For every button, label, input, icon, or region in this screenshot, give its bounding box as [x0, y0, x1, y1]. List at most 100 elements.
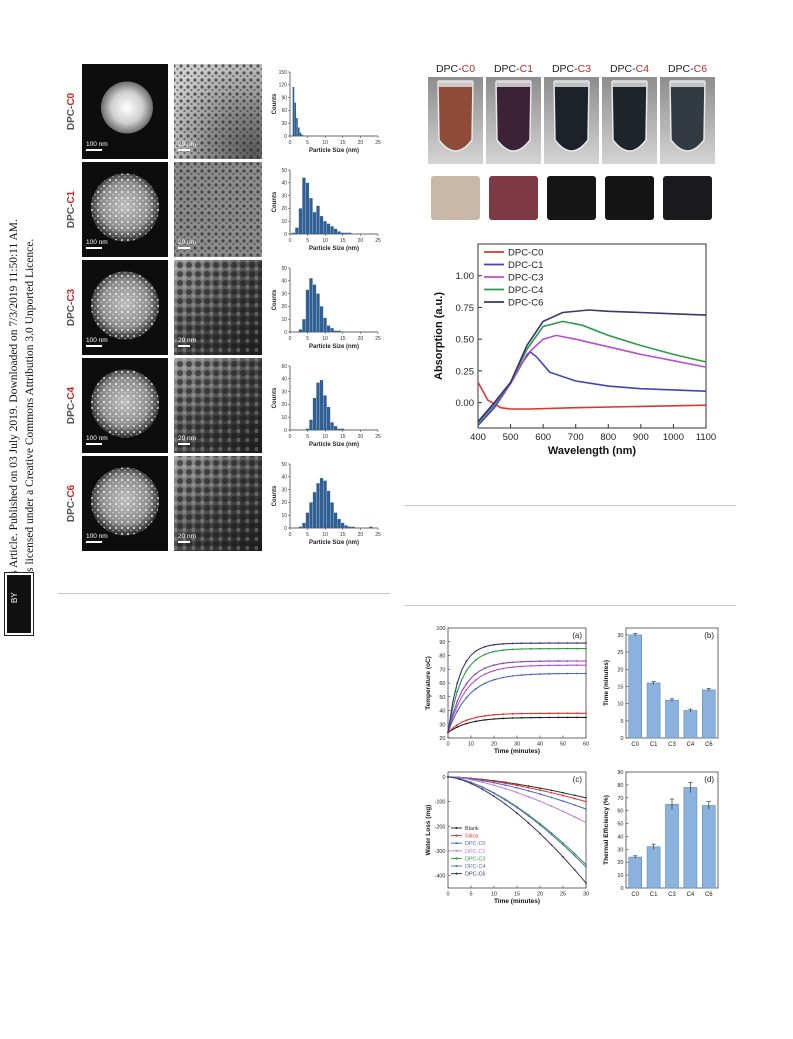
x-tick-label: 600 — [535, 432, 551, 443]
data-point — [585, 660, 587, 662]
data-point — [483, 714, 486, 717]
data-point — [550, 789, 553, 792]
histogram-bar — [309, 419, 313, 430]
legend-label: Silica — [465, 834, 479, 840]
scale-bar-label: 20 nm — [178, 337, 196, 344]
data-point — [573, 794, 576, 797]
legend-marker — [455, 864, 458, 868]
legend-label: DPC-C4 — [508, 285, 543, 296]
y-tick-label: 60 — [439, 681, 445, 687]
sample-label-prefix: DPC- — [66, 302, 77, 326]
scale-bar-label: 100 nm — [86, 141, 108, 148]
data-point — [520, 648, 523, 650]
data-point — [548, 712, 551, 715]
data-point — [483, 645, 486, 648]
y-tick-label: 20 — [617, 667, 623, 673]
histogram-c6: 0 10 20 30 40 50 0 5 10 15 20 25 Particle Size (nm) C… — [272, 462, 381, 546]
data-point — [550, 805, 553, 808]
data-point — [539, 660, 541, 663]
data-point — [504, 803, 507, 806]
data-point — [520, 712, 523, 715]
histogram-bar — [305, 428, 310, 430]
y-tick-label: 0 — [620, 886, 623, 892]
scale-bar-label: 100 nm — [86, 435, 108, 442]
y-tick-label: 0 — [284, 526, 287, 532]
x-tick-label: 0 — [289, 238, 292, 244]
histogram-bar — [309, 502, 313, 528]
data-point — [573, 854, 576, 857]
data-point — [550, 791, 553, 794]
vial — [611, 81, 648, 152]
data-point — [566, 672, 569, 675]
scale-bar — [178, 247, 190, 249]
data-point — [585, 808, 587, 810]
data-point — [511, 717, 514, 719]
y-tick-label: 20 — [281, 206, 287, 212]
x-tick-label: 20 — [537, 892, 543, 898]
histogram-c0: 0 30 60 90 120 150 0 5 10 15 20 25 Particle Size (nm… — [272, 70, 381, 154]
y-tick-label: 20 — [281, 304, 287, 310]
histogram-bar — [334, 512, 338, 528]
data-point — [511, 642, 514, 645]
data-point — [529, 660, 532, 663]
photo-label-suffix: C4 — [636, 63, 650, 75]
x-tick-label: 5 — [306, 336, 309, 342]
sample-label-prefix: DPC- — [66, 204, 77, 228]
temperature-chart: 0 10 20 30 40 50 60 20 30 40 50 60 70 80 90 100 Time (mi… — [425, 626, 589, 755]
bar-c4 — [683, 787, 698, 889]
y-tick-label: 0.25 — [456, 366, 475, 377]
x-tick-label: 1100 — [696, 432, 716, 443]
x-tick-label: 0 — [289, 140, 292, 146]
y-tick-label: -300 — [434, 849, 445, 855]
x-tick-label: 50 — [560, 742, 566, 748]
scale-bar-label: 20 nm — [178, 533, 196, 540]
data-point — [483, 673, 486, 676]
category-label: C0 — [631, 892, 639, 898]
powder-sample — [431, 176, 480, 220]
histogram-bar — [330, 328, 334, 332]
x-tick-label: 15 — [340, 238, 346, 244]
histogram-bar — [299, 132, 302, 136]
vial — [495, 81, 532, 152]
y-tick-label: 90 — [281, 95, 287, 101]
legend-marker — [455, 842, 458, 845]
data-point — [585, 672, 587, 675]
data-point — [557, 712, 560, 715]
data-point — [557, 672, 560, 675]
data-point — [562, 842, 564, 844]
x-tick-label: 10 — [322, 336, 328, 342]
data-point — [481, 779, 484, 782]
y-tick-label: -400 — [434, 874, 445, 880]
y-axis-label: Water Loss (mg) — [425, 805, 432, 856]
scale-bar — [178, 443, 190, 445]
data-point — [474, 688, 477, 690]
series-line-dpc-c0 — [477, 381, 707, 410]
y-tick-label: 0 — [284, 232, 287, 238]
data-point — [539, 793, 541, 795]
y-tick-label: 0 — [284, 134, 287, 140]
tem-image-texture — [174, 162, 262, 257]
photo-label-prefix: DPC- — [552, 63, 578, 75]
histogram-bar — [337, 330, 341, 332]
cc-badge[interactable]: BY — [4, 572, 34, 636]
y-tick-label: 30 — [281, 487, 287, 493]
sample-photos: DPC-C0 DPC-C1 DPC-C3 DPC-C4 DPC-C6 — [428, 63, 715, 220]
histogram-bar — [316, 293, 320, 332]
x-axis-label: Particle Size (nm) — [309, 148, 359, 154]
data-point — [562, 794, 564, 797]
data-point — [585, 863, 587, 866]
y-tick-label: 30 — [281, 121, 287, 127]
histogram-bar — [312, 398, 317, 430]
data-point — [548, 716, 551, 719]
legend-label: DPC-C1 — [465, 849, 485, 855]
legend-label: DPC-C3 — [465, 856, 485, 862]
sample-label-c6: DPC-C6 — [66, 484, 77, 522]
data-point — [575, 672, 578, 675]
data-point — [585, 716, 587, 719]
data-point — [527, 789, 530, 792]
histogram-bar — [326, 490, 331, 528]
data-point — [539, 789, 541, 792]
data-point — [520, 716, 523, 719]
histogram-bar — [319, 380, 324, 430]
vial-rim — [554, 80, 589, 87]
